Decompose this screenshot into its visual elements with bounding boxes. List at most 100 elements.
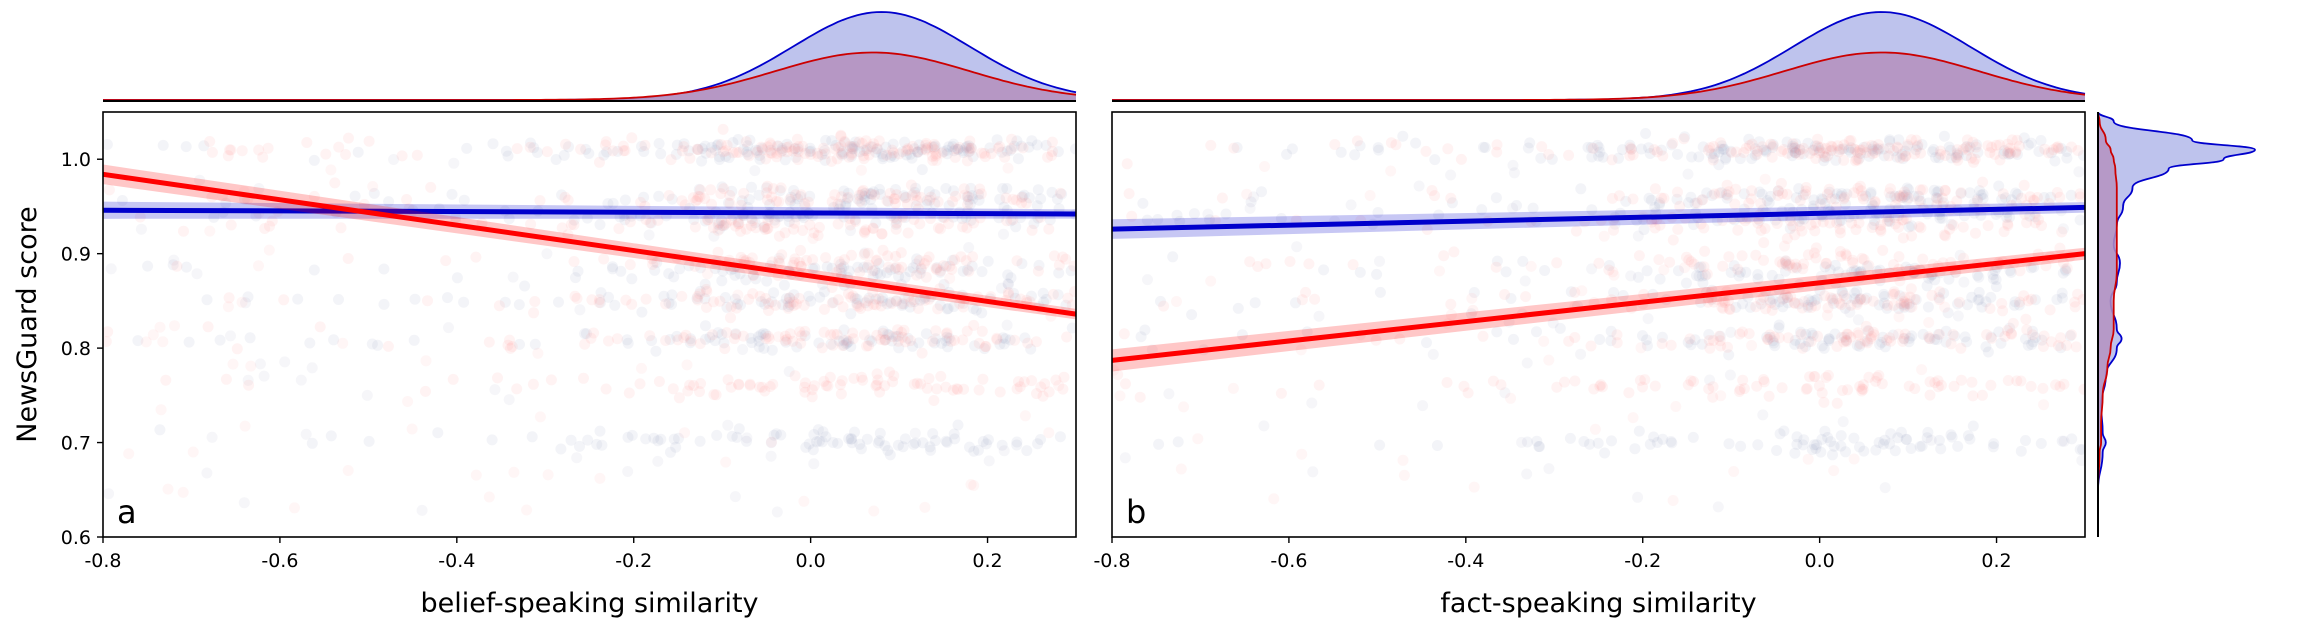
scatter-point	[792, 193, 804, 205]
scatter-point	[2054, 242, 2066, 254]
scatter-point	[366, 338, 378, 350]
scatter-point	[1853, 217, 1865, 229]
scatter-point	[541, 248, 553, 260]
scatter-point	[1371, 268, 1383, 280]
scatter-point	[835, 267, 847, 279]
scatter-point	[1802, 137, 1814, 149]
scatter-point	[1828, 440, 1840, 452]
scatter-point	[1613, 190, 1625, 202]
scatter-point	[458, 194, 470, 206]
scatter-point	[912, 146, 924, 158]
scatter-point	[1035, 381, 1047, 393]
scatter-point	[1070, 143, 1076, 155]
scatter-point	[1752, 273, 1764, 285]
scatter-point	[2012, 188, 2024, 200]
scatter-point	[967, 193, 979, 205]
scatter-point	[688, 214, 700, 226]
scatter-point	[731, 431, 743, 443]
plot-frame	[1111, 111, 2086, 538]
scatter-point	[1441, 377, 1453, 388]
scatter-point	[1854, 340, 1865, 352]
scatter-point	[1805, 336, 1817, 347]
scatter-point	[664, 334, 676, 345]
scatter-point	[1892, 432, 1904, 444]
scatter-point	[1204, 214, 1215, 226]
scatter-point	[1765, 138, 1777, 150]
scatter-point	[1949, 330, 1961, 342]
scatter-point	[2028, 261, 2040, 273]
scatter-point	[855, 443, 867, 455]
scatter-point	[1351, 135, 1363, 147]
scatter-point	[1030, 336, 1042, 348]
scatter-point	[1275, 387, 1287, 399]
scatter-point	[1793, 183, 1805, 195]
scatter-point	[1888, 259, 1899, 271]
scatter-point	[2020, 333, 2031, 345]
scatter-point	[1372, 142, 1384, 154]
scatter-point	[2005, 266, 2017, 278]
scatter-point	[735, 299, 746, 311]
scatter-point	[1841, 328, 1853, 340]
scatter-point	[2074, 188, 2085, 200]
scatter-point	[1585, 142, 1597, 153]
scatter-point	[2013, 140, 2025, 152]
scatter-point	[940, 435, 952, 447]
scatter-point	[1648, 144, 1660, 156]
scatter-point	[1800, 182, 1812, 193]
scatter-point	[571, 292, 583, 304]
scatter-point	[976, 307, 988, 319]
scatter-point	[1495, 379, 1507, 391]
scatter-point	[700, 147, 712, 159]
scatter-point	[1921, 280, 1933, 292]
scatter-point	[797, 225, 809, 236]
scatter-point	[1793, 148, 1805, 160]
scatter-point	[929, 140, 941, 152]
scatter-point	[920, 328, 932, 340]
scatter-point	[594, 219, 606, 231]
scatter-point	[731, 147, 742, 158]
scatter-point	[1857, 190, 1868, 202]
scatter-point	[1826, 141, 1838, 153]
scatter-point	[1791, 431, 1803, 443]
scatter-point	[820, 431, 832, 443]
scatter-point	[1696, 270, 1708, 282]
scatter-point	[581, 212, 593, 224]
scatter-point	[1984, 147, 1996, 159]
scatter-point	[1817, 147, 1829, 159]
scatter-point	[1933, 434, 1945, 446]
scatter-point	[1624, 139, 1636, 151]
scatter-point	[1790, 258, 1801, 270]
scatter-point	[1863, 325, 1875, 337]
scatter-point	[680, 329, 692, 341]
scatter-point	[907, 262, 919, 274]
scatter-point	[684, 379, 696, 391]
scatter-point	[1845, 146, 1857, 158]
scatter-point	[1061, 331, 1073, 343]
scatter-point	[2006, 134, 2018, 146]
scatter-point	[899, 271, 911, 283]
scatter-point	[1973, 271, 1985, 283]
scatter-point	[1954, 249, 1966, 261]
scatter-point	[1854, 180, 1866, 192]
scatter-point	[1370, 334, 1382, 346]
scatter-point	[1687, 431, 1699, 443]
scatter-point	[833, 335, 845, 347]
scatter-point	[1867, 148, 1879, 160]
scatter-point	[1019, 410, 1031, 422]
scatter-point	[1929, 333, 1941, 345]
scatter-point	[1118, 328, 1130, 340]
scatter-point	[904, 148, 916, 160]
scatter-point	[1039, 378, 1051, 390]
scatter-point	[1584, 438, 1596, 450]
scatter-point	[1739, 215, 1751, 227]
scatter-point	[1808, 439, 1820, 451]
scatter-point	[1816, 340, 1828, 352]
scatter-point	[262, 142, 274, 154]
scatter-point	[1546, 153, 1558, 165]
scatter-point	[1849, 287, 1861, 299]
scatter-point	[818, 326, 830, 338]
scatter-point	[409, 293, 421, 305]
scatter-point	[1632, 491, 1644, 503]
scatter-point	[1829, 328, 1841, 340]
scatter-point	[836, 262, 848, 274]
